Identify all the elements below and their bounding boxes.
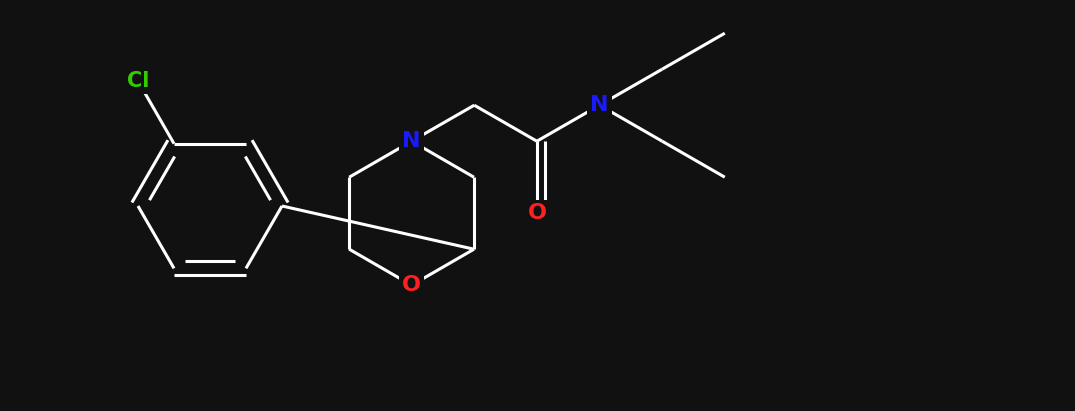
Text: Cl: Cl <box>127 71 149 91</box>
Text: O: O <box>402 275 421 295</box>
Text: O: O <box>528 203 546 223</box>
Text: N: N <box>590 95 608 115</box>
Text: N: N <box>402 131 420 151</box>
